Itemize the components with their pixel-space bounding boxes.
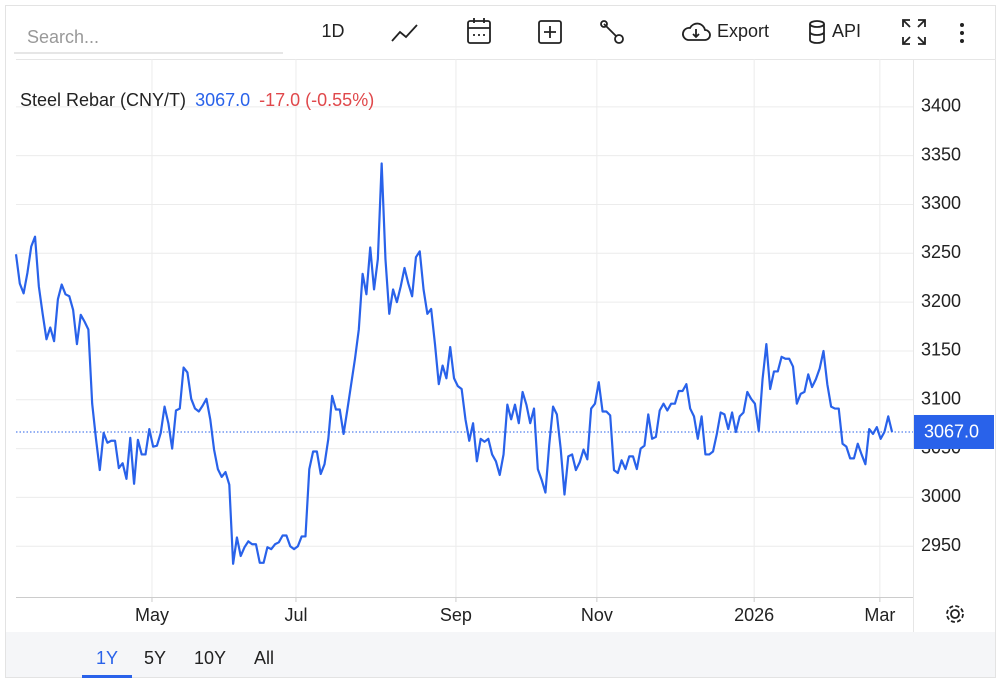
y-tick-label: 2950 bbox=[921, 535, 961, 555]
legend-text: Steel Rebar (CNY/T) 3067.0 -17.0 (-0.55%… bbox=[20, 90, 374, 110]
last-price-label: 3067.0 bbox=[924, 422, 979, 442]
line-type-icon[interactable] bbox=[391, 24, 418, 42]
range-tab[interactable]: 10Y bbox=[194, 648, 226, 668]
range-tab-underline bbox=[82, 675, 132, 678]
range-tab[interactable]: 5Y bbox=[144, 648, 166, 668]
grid-layer bbox=[16, 59, 913, 597]
range-tab[interactable]: 1Y bbox=[96, 648, 118, 668]
last-price-box bbox=[914, 414, 994, 449]
series-layer bbox=[14, 162, 913, 565]
export-button[interactable]: Export bbox=[682, 21, 769, 41]
x-tick-label: Sep bbox=[440, 605, 472, 625]
y-tick-label: 3100 bbox=[921, 389, 961, 409]
y-tick-label: 3000 bbox=[921, 486, 961, 506]
search-box[interactable]: Search... bbox=[27, 27, 99, 47]
more-menu-icon[interactable] bbox=[960, 23, 964, 43]
interval-button[interactable]: 1D bbox=[321, 21, 344, 41]
range-tabs: 1Y 5Y 10Y All bbox=[82, 648, 274, 678]
legend-price: 3067.0 bbox=[195, 90, 250, 110]
x-tick-label: Nov bbox=[581, 605, 613, 625]
legend-change: -17.0 (-0.55%) bbox=[259, 90, 374, 110]
frame bbox=[5, 5, 996, 678]
x-tick-label: 2026 bbox=[734, 605, 774, 625]
api-label[interactable]: API bbox=[832, 21, 861, 41]
y-tick-label: 3350 bbox=[921, 144, 961, 164]
price-line bbox=[14, 162, 894, 565]
y-tick-label: 3250 bbox=[921, 242, 961, 262]
settings-wrench-icon[interactable] bbox=[600, 20, 624, 44]
y-tick-label: 3150 bbox=[921, 340, 961, 360]
x-tick-label: Jul bbox=[284, 605, 307, 625]
y-tick-label: 3300 bbox=[921, 193, 961, 213]
fullscreen-icon[interactable] bbox=[902, 19, 926, 45]
add-indicator-icon[interactable] bbox=[538, 20, 562, 44]
export-label[interactable]: Export bbox=[717, 21, 769, 41]
x-tick-label: Mar bbox=[864, 605, 895, 625]
chart-settings-icon[interactable] bbox=[946, 605, 964, 623]
y-tick-label: 3200 bbox=[921, 291, 961, 311]
range-tab[interactable]: All bbox=[254, 648, 274, 668]
range-bar bbox=[6, 632, 995, 677]
x-tick-label: May bbox=[135, 605, 169, 625]
date-range-icon[interactable] bbox=[467, 18, 491, 44]
y-tick-label: 3400 bbox=[921, 96, 961, 116]
api-button[interactable]: API bbox=[809, 20, 861, 44]
legend-name: Steel Rebar (CNY/T) bbox=[20, 90, 186, 110]
